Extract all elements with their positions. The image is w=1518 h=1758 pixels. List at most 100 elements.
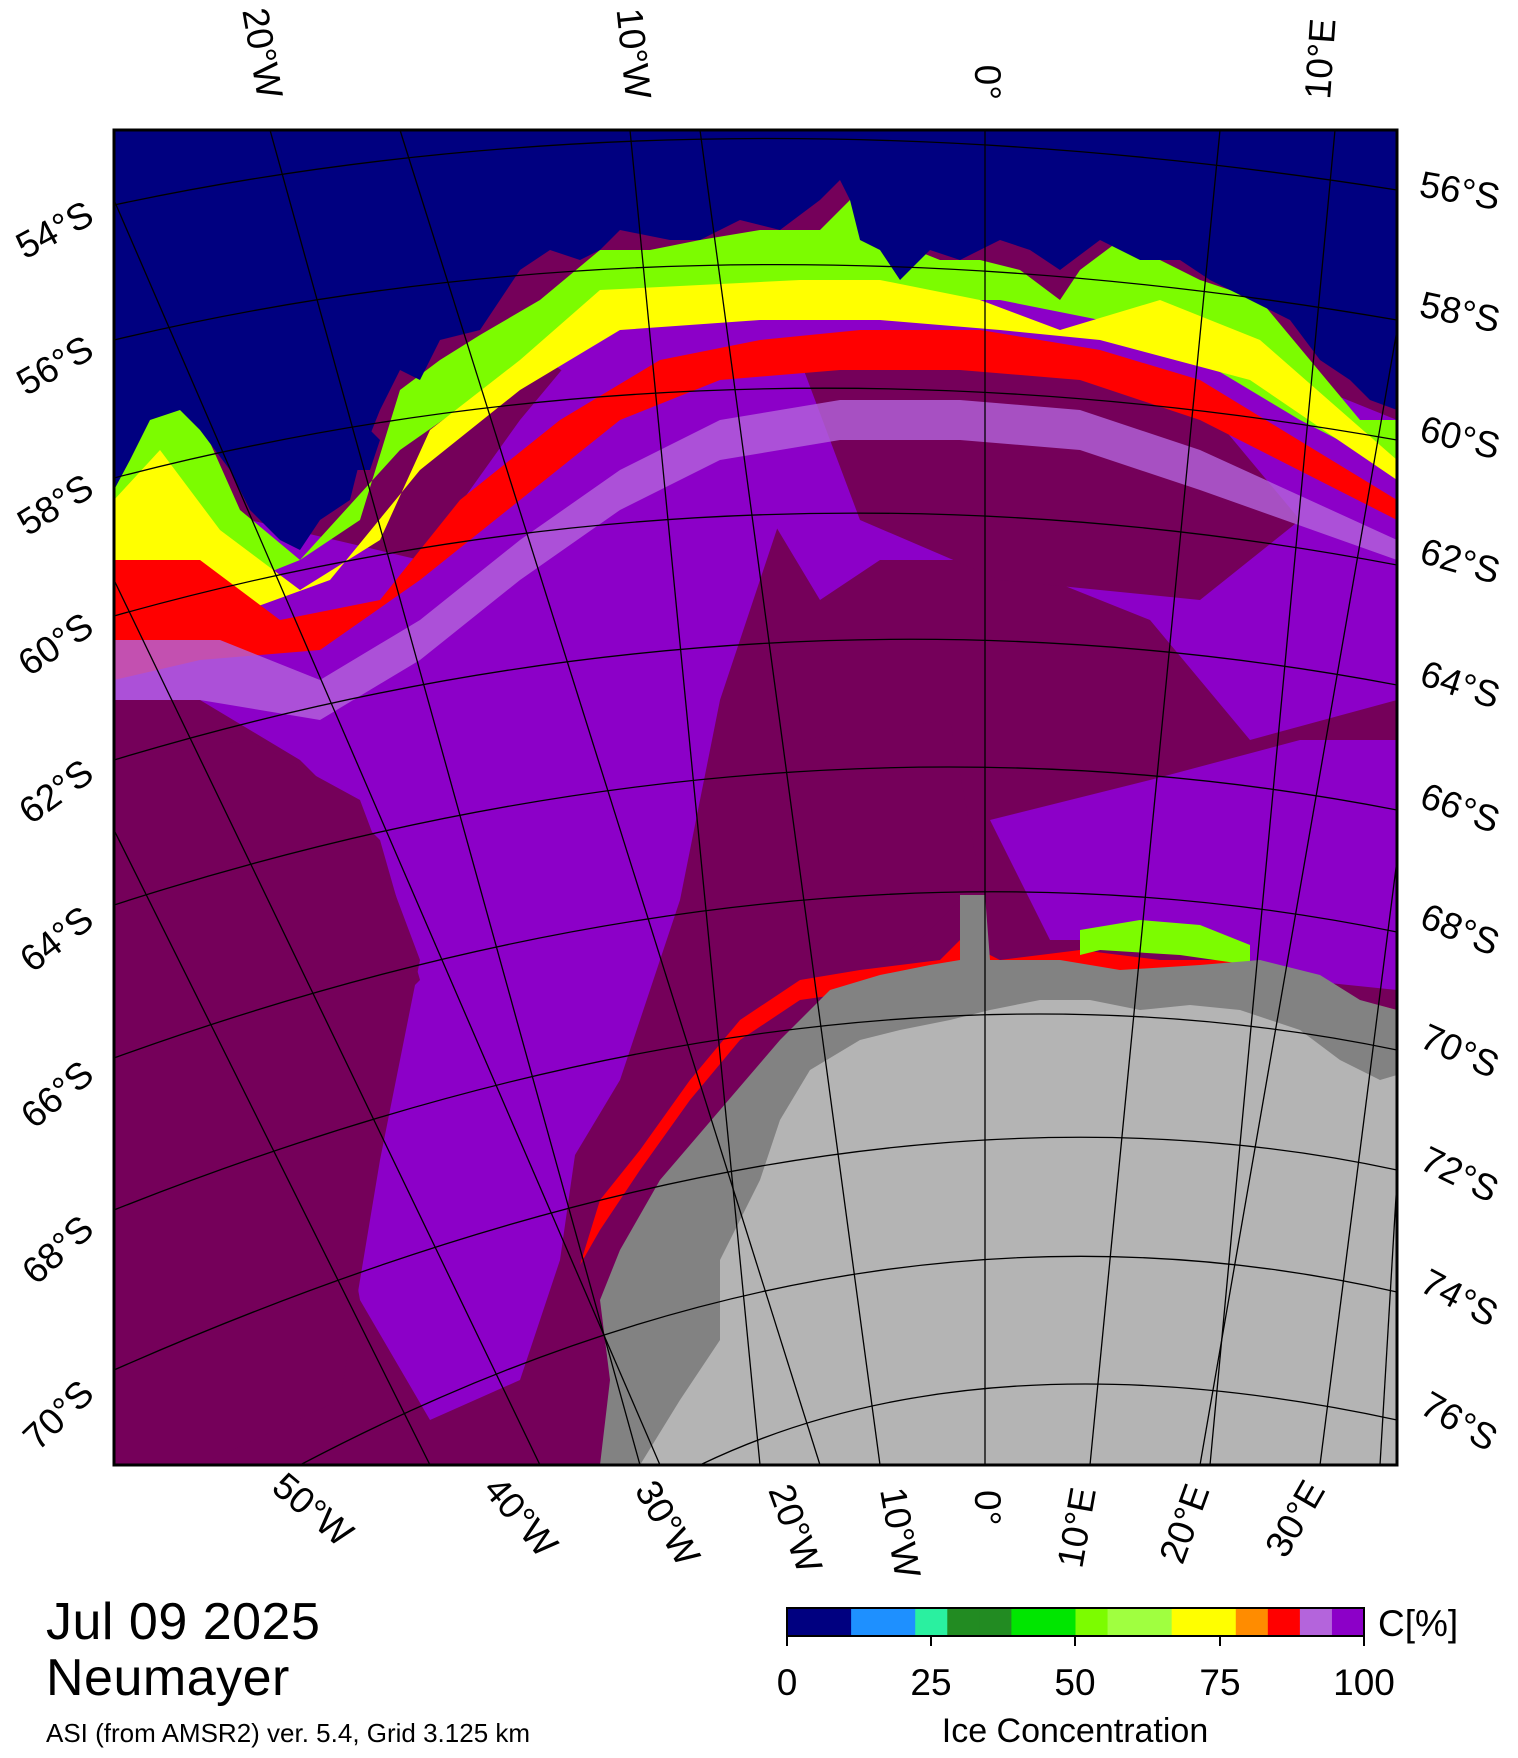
left-lat-label: 62°S	[11, 751, 100, 832]
bottom-lon-label: 10°E	[1049, 1484, 1103, 1571]
lon-line-30e	[1319, 859, 1397, 1465]
antarctic-continent	[640, 1000, 1397, 1465]
lat-line-70s	[114, 1013, 1397, 1211]
bottom-lon-label: 40°W	[476, 1469, 566, 1565]
map-frame	[112, 128, 1399, 1467]
colorbar-title: Ice Concentration	[942, 1712, 1209, 1750]
map-area	[114, 130, 1397, 1465]
lat-line-60s	[114, 387, 1397, 479]
date-label: Jul 09 2025	[46, 1593, 321, 1651]
left-lat-label: 56°S	[10, 327, 100, 403]
lon-line-20e	[1199, 329, 1397, 1465]
lon-line-10e-b	[1089, 130, 1221, 1465]
lat-line-68s	[114, 891, 1397, 1059]
colorbar-segment	[1331, 1608, 1365, 1636]
lon-line-10w	[629, 130, 761, 1465]
left-lat-label: 70°S	[15, 1372, 101, 1458]
colorbar-segment	[915, 1608, 948, 1636]
lon-line-40e	[1379, 1179, 1397, 1465]
bottom-lon-label: 20°W	[760, 1479, 830, 1578]
lon-line-10e	[1209, 130, 1336, 1465]
colorbar-segment	[1043, 1608, 1077, 1636]
right-lat-label: 56°S	[1417, 164, 1504, 218]
colorbar-segment	[947, 1608, 980, 1636]
bottom-lon-label: 50°W	[265, 1465, 361, 1555]
bottom-lon-label: 20°E	[1151, 1479, 1217, 1569]
coastal-edge-green	[1080, 920, 1250, 965]
colorbar-tick-label: 100	[1333, 1662, 1395, 1703]
station-label: Neumayer	[46, 1649, 290, 1707]
colorbar-segment	[1107, 1608, 1141, 1636]
colorbar-segment	[1075, 1608, 1109, 1636]
ice-edge-outer-green	[114, 190, 1397, 620]
right-lat-label: 74°S	[1414, 1261, 1504, 1335]
ice-band-dark-inner-2	[790, 720, 980, 960]
top-lon-label: 10°W	[609, 6, 659, 101]
open-water-inlet	[330, 420, 380, 470]
colorbar-segment	[851, 1608, 884, 1636]
left-lat-label: 54°S	[9, 193, 99, 267]
colorbar-segment	[819, 1608, 852, 1636]
colorbar-segment	[1203, 1608, 1237, 1636]
right-lat-label: 66°S	[1415, 775, 1505, 841]
bottom-lon-label: 30°W	[627, 1474, 708, 1573]
right-lat-label: 76°S	[1414, 1383, 1504, 1459]
lat-line-72s	[114, 1136, 1397, 1371]
colorbar-segment	[1171, 1608, 1205, 1636]
graticule	[114, 130, 1397, 1465]
bottom-lon-label: 10°W	[872, 1484, 928, 1581]
colorbar-tick-label: 0	[777, 1662, 798, 1703]
right-lat-label: 70°S	[1415, 1016, 1505, 1086]
ice-band-purple-east	[990, 740, 1397, 990]
lon-line-40w	[114, 579, 541, 1465]
right-lat-label: 58°S	[1416, 284, 1503, 341]
top-lon-label: 20°W	[234, 5, 290, 102]
lat-line-64s	[114, 638, 1397, 761]
colorbar-tick-label: 75	[1199, 1662, 1240, 1703]
product-note: ASI (from AMSR2) ver. 5.4, Grid 3.125 km	[46, 1718, 531, 1748]
ice-edge-red	[114, 330, 1397, 680]
colorbar-tick-label: 50	[1054, 1662, 1095, 1703]
colorbar-segment	[883, 1608, 916, 1636]
right-lat-label: 62°S	[1416, 530, 1505, 592]
colorbar: 0 25 50 75 100 C[%] Ice Concentration	[777, 1603, 1458, 1750]
left-lat-label: 58°S	[10, 466, 100, 544]
lon-line-10w-b	[699, 130, 881, 1465]
right-lat-label: 72°S	[1414, 1138, 1504, 1210]
colorbar-segment	[1235, 1608, 1269, 1636]
colorbar-unit-label: C[%]	[1378, 1603, 1458, 1644]
colorbar-segment	[979, 1608, 1012, 1636]
ice-edge-purple-fill	[114, 400, 1397, 720]
colorbar-segment	[1139, 1608, 1173, 1636]
bottom-lon-label: 0°	[967, 1490, 1008, 1525]
top-lon-label: 0°	[967, 65, 1008, 100]
right-lat-label: 68°S	[1415, 895, 1505, 963]
lon-line-20w-b	[399, 130, 821, 1465]
lon-line-20w	[269, 130, 641, 1465]
left-lat-label: 66°S	[13, 1053, 101, 1136]
bottom-lon-label: 30°E	[1257, 1474, 1333, 1564]
ice-band-purple-west	[114, 300, 840, 1360]
left-lat-label: 60°S	[11, 605, 101, 684]
lat-line-56s	[114, 137, 1397, 206]
right-lat-label: 60°S	[1416, 408, 1504, 467]
colorbar-segments	[787, 1608, 1365, 1636]
lon-line-30w	[114, 199, 661, 1465]
left-lat-label: 64°S	[12, 898, 101, 980]
lat-line-58s	[114, 263, 1397, 341]
colorbar-segment	[787, 1608, 820, 1636]
colorbar-tick-label: 25	[910, 1662, 951, 1703]
colorbar-segment	[1011, 1608, 1045, 1636]
lat-line-66s	[114, 766, 1397, 906]
colorbar-segment	[1299, 1608, 1333, 1636]
colorbar-segment	[1267, 1608, 1301, 1636]
top-lon-label: 10°E	[1297, 17, 1344, 100]
lat-line-76s	[699, 1383, 1397, 1465]
right-lat-label: 64°S	[1416, 653, 1505, 717]
left-lat-label: 68°S	[14, 1207, 101, 1291]
ice-band-dark-west	[114, 740, 420, 1465]
lon-line-50w	[114, 829, 431, 1465]
lat-line-62s	[114, 512, 1397, 617]
open-water	[114, 130, 1397, 550]
